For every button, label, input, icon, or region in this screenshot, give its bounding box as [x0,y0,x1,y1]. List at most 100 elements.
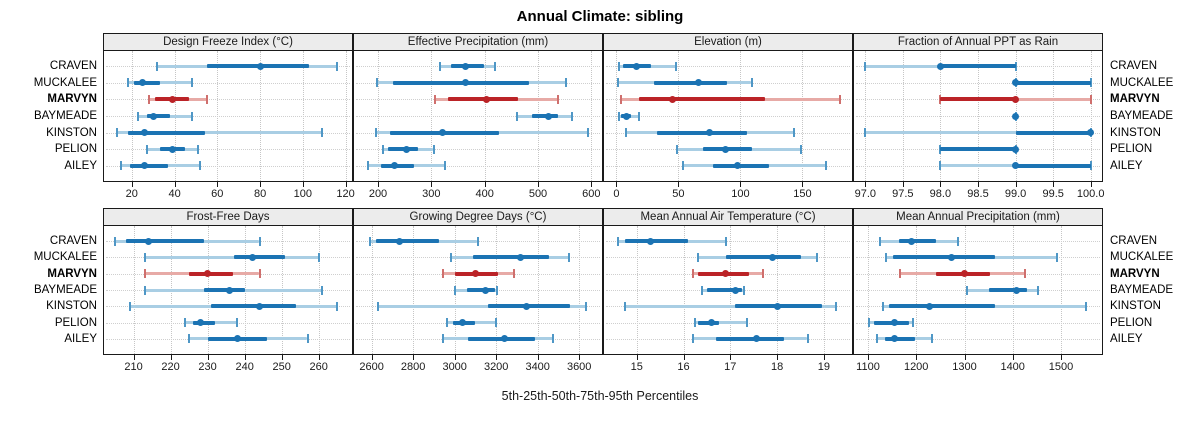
x-tick [978,182,979,187]
panel-header-1: Effective Precipitation (mm) [353,33,603,51]
x-tick [802,182,804,187]
x-tick [131,182,133,187]
x-tick [217,182,219,187]
series-guideline [856,322,1100,324]
cap-p5 [439,61,442,71]
cap-p95 [443,161,446,171]
range-p25-p75 [898,239,936,244]
cap-p95 [557,94,560,104]
range-p25-p75 [885,336,916,341]
cap-p5 [881,301,884,311]
median-dot [1012,79,1020,87]
cap-p5 [864,61,867,71]
cap-p95 [321,285,324,295]
row-label-right-marvyn: MARVYN [1110,267,1160,280]
median-dot [731,286,739,294]
panel-plot-1 [353,50,603,182]
range-p25-p75 [387,147,419,152]
cap-p5 [453,285,456,295]
median-dot [544,112,552,120]
panel-header-3: Fraction of Annual PPT as Rain [853,33,1103,51]
cap-p95 [674,61,677,71]
series-guideline [856,82,1100,84]
cap-p95 [306,334,309,344]
x-tick [1053,182,1055,187]
x-tick [484,182,486,187]
range-p25-p75 [1015,130,1091,135]
row-label-right-kinston: KINSTON [1110,300,1161,313]
range-p5-p95 [865,131,1091,135]
cap-p95 [912,318,915,328]
x-tick [244,355,246,360]
median-dot [462,62,469,70]
cap-p95 [956,236,959,246]
row-label-right-ailey: AILEY [1110,332,1143,345]
cap-p95 [432,144,435,154]
x-tick [868,355,869,360]
x-tick [260,182,262,187]
panel-plot-0 [103,50,353,182]
x-tick-label: 3600 [566,361,592,373]
x-tick [777,355,779,360]
panel-header-4: Frost-Free Days [103,208,353,226]
x-tick [281,355,283,360]
x-tick-label: 100 [731,188,750,200]
median-dot [622,112,630,120]
cap-p95 [834,301,837,311]
x-tick-label: 1300 [952,361,977,373]
cap-p95 [724,236,727,246]
x-tick-label: 97.5 [892,188,914,200]
cap-p5 [143,285,146,295]
row-label-right-pelion: PELION [1110,316,1153,329]
median-dot [459,319,466,327]
median-dot [256,302,263,310]
cap-p5 [145,144,148,154]
cap-p95 [806,334,809,344]
cap-p5 [620,94,623,104]
range-p25-p75 [133,80,160,85]
cap-p95 [476,236,479,246]
cap-p5 [446,318,449,328]
median-dot [960,270,968,278]
median-dot [501,335,508,343]
cap-p5 [120,161,123,171]
x-tick-label: 500 [528,188,548,200]
range-p25-p75 [940,64,1016,69]
cap-p95 [585,301,588,311]
median-dot [516,253,524,261]
row-label-right-muckalee: MUCKALEE [1110,76,1174,89]
cap-p5 [868,318,870,328]
x-tick [538,182,539,187]
row-label-right-baymeade: BAYMEADE [1110,284,1174,296]
median-dot [523,302,531,310]
cap-p95 [750,78,753,88]
median-dot [168,145,176,153]
range-p25-p75 [375,239,440,244]
range-p25-p75 [893,255,995,260]
range-p25-p75 [706,288,742,292]
x-tick-label: 50 [672,188,685,200]
x-tick [133,355,135,360]
panel-plot-5 [353,225,603,355]
cap-p5 [137,111,140,121]
range-p5-p95 [695,321,747,325]
cap-p5 [374,128,377,138]
x-tick-label: 3400 [525,361,550,373]
x-tick [636,355,638,360]
cap-p5 [114,236,117,246]
x-tick [302,182,304,187]
cap-p5 [126,78,129,88]
median-dot [773,302,781,310]
median-dot [668,95,676,103]
panel-header-2: Elevation (m) [603,33,853,51]
range-p25-p75 [888,304,995,309]
median-dot [908,237,916,245]
cap-p5 [147,94,150,104]
row-label-left-marvyn: MARVYN [47,93,97,106]
range-p25-p75 [1015,163,1091,168]
median-dot [141,162,149,170]
panel-plot-6 [603,225,853,355]
series-guideline [606,116,850,117]
x-tick-label: 2600 [359,361,384,373]
cap-p95 [568,252,571,262]
